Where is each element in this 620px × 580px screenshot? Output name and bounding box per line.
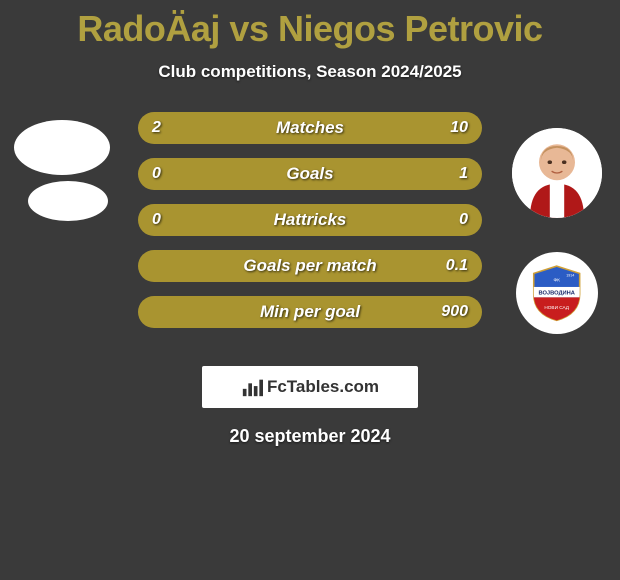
svg-text:ФК: ФК	[554, 278, 561, 283]
credit-text: FcTables.com	[267, 377, 379, 397]
date: 20 september 2024	[0, 426, 620, 447]
svg-text:ВОЈВОДИНА: ВОЈВОДИНА	[539, 291, 575, 297]
svg-text:1914: 1914	[567, 274, 575, 278]
stat-left-value: 0	[152, 211, 161, 229]
stat-bar: Goals per match 0.1	[138, 250, 482, 282]
stat-bar: Min per goal 900	[138, 296, 482, 328]
bar-chart-icon	[241, 376, 263, 398]
stat-label: Min per goal	[138, 302, 482, 322]
stat-bars: 2 Matches 10 0 Goals 1 0 Hattricks 0 Goa…	[138, 112, 482, 342]
comparison-content: ВОЈВОДИНА ФК НОВИ САД 1914 2 Matches 10 …	[0, 112, 620, 362]
stat-label: Matches	[138, 118, 482, 138]
right-player-avatar	[512, 128, 602, 218]
stat-label: Hattricks	[138, 210, 482, 230]
stat-label: Goals	[138, 164, 482, 184]
stat-right-value: 1	[459, 165, 468, 183]
stat-label: Goals per match	[138, 256, 482, 276]
stat-bar: 2 Matches 10	[138, 112, 482, 144]
club-shield-icon: ВОЈВОДИНА ФК НОВИ САД 1914	[528, 264, 585, 321]
stat-right-value: 10	[450, 119, 468, 137]
stat-left-value: 2	[152, 119, 161, 137]
avatar-photo-icon	[512, 128, 602, 218]
stat-right-value: 0	[459, 211, 468, 229]
stat-left-value: 0	[152, 165, 161, 183]
stat-bar: 0 Goals 1	[138, 158, 482, 190]
credit-box: FcTables.com	[202, 366, 418, 408]
right-player-club-badge: ВОЈВОДИНА ФК НОВИ САД 1914	[516, 252, 598, 334]
stat-right-value: 0.1	[446, 257, 468, 275]
stat-right-value: 900	[441, 303, 468, 321]
stat-bar: 0 Hattricks 0	[138, 204, 482, 236]
subtitle: Club competitions, Season 2024/2025	[0, 62, 620, 82]
svg-text:НОВИ САД: НОВИ САД	[545, 305, 570, 310]
left-player-avatar	[14, 120, 110, 175]
page-title: RadoÄaj vs Niegos Petrovic	[0, 0, 620, 50]
left-player-badge	[28, 181, 108, 221]
